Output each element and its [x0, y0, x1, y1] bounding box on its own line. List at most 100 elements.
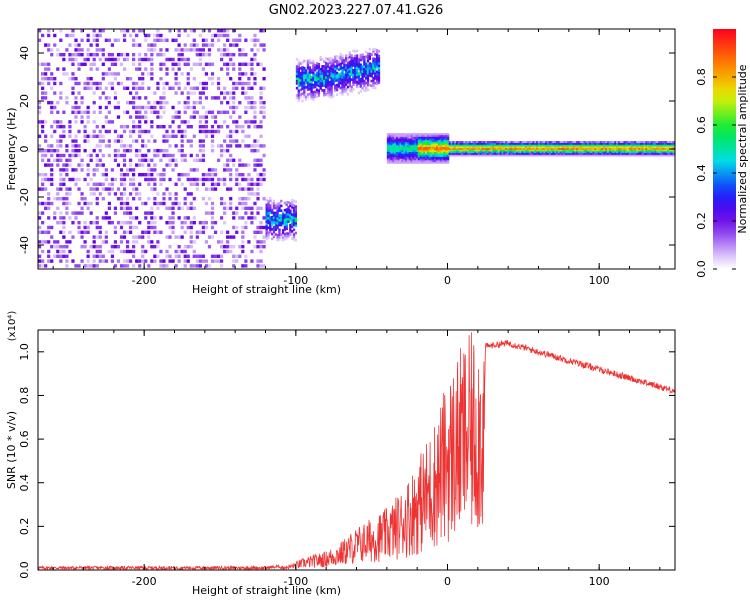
heatmap-cell: [147, 33, 151, 38]
heatmap-cell: [645, 147, 648, 150]
heatmap-cell: [619, 147, 623, 150]
heatmap-cell: [315, 74, 319, 77]
heatmap-cell: [661, 142, 665, 145]
heatmap-cell: [652, 144, 655, 147]
heatmap-cell: [488, 144, 492, 147]
heatmap-cell: [216, 259, 221, 263]
heatmap-cell: [162, 197, 166, 201]
heatmap-cell: [138, 149, 142, 153]
heatmap-cell: [587, 154, 590, 157]
heatmap-cell: [597, 154, 601, 157]
heatmap-cell: [189, 182, 193, 186]
heatmap-cell: [119, 125, 124, 129]
heatmap-cell: [44, 77, 48, 81]
heatmap-cell: [388, 161, 392, 164]
heatmap-cell: [574, 142, 577, 145]
heatmap-cell: [138, 62, 142, 66]
heatmap-cell: [125, 86, 130, 90]
heatmap-cell: [663, 147, 666, 150]
heatmap-cell: [270, 211, 274, 214]
heatmap-cell: [665, 144, 668, 147]
heatmap-cell: [141, 29, 145, 33]
heatmap-cell: [110, 177, 114, 182]
heatmap-cell: [201, 105, 205, 110]
heatmap-cell: [399, 149, 402, 152]
heatmap-cell: [415, 144, 419, 147]
heatmap-cell: [425, 160, 428, 163]
heatmap-cell: [213, 115, 218, 119]
heatmap-cell: [101, 62, 105, 66]
heatmap-cell: [545, 144, 548, 147]
heatmap-cell: [461, 147, 464, 150]
heatmap-cell: [641, 152, 645, 155]
heatmap-cell: [375, 65, 379, 69]
heatmap-cell: [280, 233, 283, 236]
heatmap-cell: [483, 147, 486, 150]
heatmap-cell: [403, 138, 406, 141]
heatmap-cell: [98, 225, 102, 230]
heatmap-cell: [223, 206, 227, 210]
heatmap-cell: [303, 69, 306, 72]
heatmap-cell: [244, 225, 248, 230]
heatmap-cell: [56, 149, 60, 153]
heatmap-cell: [247, 96, 251, 100]
heatmap-cell: [153, 254, 157, 258]
heatmap-cell: [62, 163, 66, 167]
heatmap-cell: [210, 211, 215, 215]
heatmap-cell: [419, 151, 422, 154]
heatmap-cell: [56, 163, 60, 167]
heatmap-cell: [454, 152, 457, 155]
heatmap-cell: [672, 151, 675, 154]
heatmap-cell: [432, 133, 435, 136]
heatmap-cell: [89, 134, 93, 138]
y-tick-label: 0: [18, 146, 31, 153]
heatmap-cell: [177, 149, 181, 153]
heatmap-cell: [410, 161, 413, 164]
heatmap-cell: [632, 154, 635, 157]
heatmap-cell: [441, 153, 444, 156]
heatmap-cell: [107, 120, 111, 124]
heatmap-cell: [637, 154, 641, 157]
heatmap-cell: [113, 225, 118, 230]
heatmap-cell: [141, 81, 145, 86]
heatmap-cell: [299, 67, 302, 70]
heatmap-cell: [56, 158, 60, 162]
heatmap-cell: [426, 136, 430, 139]
heatmap-cell: [290, 206, 294, 209]
heatmap-cell: [506, 141, 510, 144]
heatmap-cell: [119, 221, 124, 225]
heatmap-cell: [265, 205, 268, 209]
heatmap-cell: [417, 143, 421, 146]
heatmap-cell: [171, 57, 175, 62]
heatmap-cell: [639, 142, 643, 145]
heatmap-cell: [526, 147, 530, 150]
heatmap-cell: [419, 143, 422, 146]
heatmap-cell: [354, 71, 357, 75]
heatmap-cell: [50, 259, 54, 263]
heatmap-cell: [614, 142, 617, 145]
heatmap-cell: [174, 144, 178, 148]
heatmap-cell: [101, 48, 105, 52]
heatmap-cell: [232, 67, 236, 71]
heatmap-cell: [465, 154, 468, 157]
heatmap-cell: [213, 187, 218, 191]
heatmap-cell: [570, 154, 574, 157]
heatmap-cell: [68, 129, 72, 134]
heatmap-cell: [579, 144, 583, 147]
heatmap-cell: [334, 55, 337, 59]
heatmap-cell: [198, 81, 202, 86]
heatmap-cell: [135, 225, 139, 230]
heatmap-cell: [122, 153, 127, 158]
heatmap-cell: [388, 134, 392, 137]
heatmap-cell: [374, 81, 377, 85]
heatmap-cell: [323, 89, 326, 92]
heatmap-cell: [68, 125, 72, 129]
heatmap-cell: [168, 153, 172, 158]
heatmap-cell: [59, 29, 63, 33]
heatmap-cell: [192, 216, 196, 220]
heatmap-cell: [241, 197, 245, 201]
heatmap-cell: [147, 86, 151, 90]
heatmap-cell: [303, 59, 306, 63]
heatmap-cell: [587, 147, 590, 150]
heatmap-cell: [332, 73, 335, 76]
